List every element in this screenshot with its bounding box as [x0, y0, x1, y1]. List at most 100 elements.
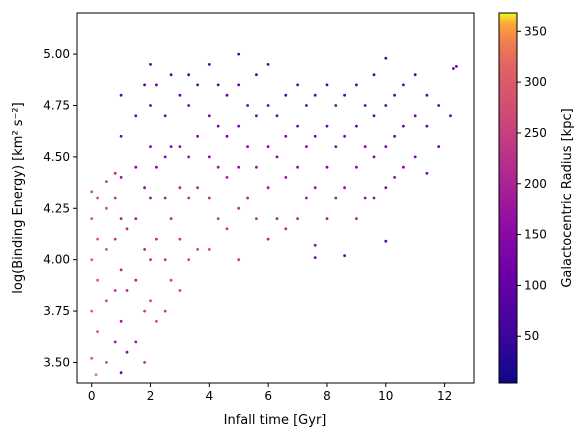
data-point	[325, 217, 329, 221]
data-point	[105, 180, 108, 184]
y-tick-label: 4.50	[43, 150, 70, 164]
data-point	[305, 145, 308, 149]
x-tick-label: 10	[378, 389, 393, 403]
data-point	[96, 330, 99, 333]
data-point	[134, 340, 138, 344]
y-tick-label: 4.25	[43, 201, 70, 215]
data-point	[105, 299, 108, 303]
data-point	[363, 145, 367, 149]
data-point	[296, 217, 299, 221]
data-point	[178, 237, 182, 241]
data-point	[187, 155, 191, 159]
x-tick-label: 0	[88, 389, 96, 403]
data-point	[413, 73, 417, 77]
data-point	[246, 196, 250, 200]
data-point	[113, 289, 117, 292]
data-point	[384, 56, 388, 60]
data-point	[225, 93, 229, 97]
data-point	[149, 63, 152, 66]
data-point	[393, 176, 396, 179]
data-point	[187, 73, 191, 77]
data-point	[313, 243, 317, 247]
data-point	[452, 67, 455, 70]
data-point	[296, 124, 299, 128]
data-point	[372, 155, 376, 159]
data-point	[384, 186, 388, 190]
data-point	[216, 83, 220, 87]
data-point	[169, 278, 173, 282]
data-points	[90, 52, 458, 377]
x-tick-label: 2	[147, 389, 155, 403]
data-point	[425, 124, 429, 128]
data-point	[413, 114, 417, 118]
data-point	[125, 227, 129, 231]
data-point	[196, 186, 200, 190]
data-point	[246, 104, 250, 107]
data-point	[266, 237, 270, 241]
data-point	[143, 83, 147, 87]
data-point	[343, 93, 346, 97]
data-point	[449, 114, 452, 118]
data-point	[355, 83, 358, 87]
colorbar-tick-label: 250	[524, 126, 547, 140]
data-point	[402, 83, 405, 87]
data-point	[237, 124, 241, 128]
data-point	[143, 186, 147, 190]
data-point	[113, 171, 117, 175]
data-point	[266, 186, 270, 190]
data-point	[113, 196, 117, 200]
data-point	[275, 155, 279, 159]
data-point	[134, 217, 138, 221]
data-point	[105, 248, 108, 251]
data-point	[119, 268, 123, 272]
data-point	[343, 186, 346, 190]
data-point	[113, 340, 117, 344]
data-point	[355, 217, 358, 221]
data-point	[119, 319, 123, 323]
data-point	[169, 217, 173, 221]
data-point	[207, 155, 211, 159]
data-point	[143, 309, 147, 313]
data-point	[275, 217, 279, 221]
colorbar-tick-label: 100	[524, 278, 547, 292]
colorbar-label: Galactocentric Radius [kpc]	[560, 108, 575, 287]
data-point	[363, 196, 367, 200]
data-point	[372, 73, 376, 77]
data-point	[425, 171, 429, 175]
data-point	[90, 190, 94, 194]
data-point	[163, 196, 167, 200]
data-point	[119, 134, 123, 138]
data-point	[413, 155, 417, 159]
data-point	[149, 299, 152, 303]
data-point	[155, 319, 158, 323]
data-point	[149, 145, 152, 149]
colorbar-tick-label: 300	[524, 75, 547, 89]
colorbar	[498, 12, 518, 384]
data-point	[334, 145, 338, 149]
data-point	[343, 134, 346, 138]
data-point	[119, 176, 123, 179]
data-point	[216, 124, 220, 128]
x-tick-label: 12	[437, 389, 452, 403]
data-point	[225, 134, 229, 138]
data-point	[266, 145, 270, 149]
data-point	[163, 309, 167, 313]
colorbar-tick-label: 350	[524, 24, 547, 38]
y-tick-label: 5.00	[43, 47, 70, 61]
data-point	[187, 104, 191, 107]
data-point	[216, 165, 220, 169]
y-tick-label: 4.75	[43, 99, 70, 113]
data-point	[105, 361, 108, 364]
data-point	[372, 196, 376, 200]
data-point	[437, 104, 441, 107]
data-point	[163, 258, 167, 262]
x-axis-label: Infall time [Gyr]	[224, 413, 327, 428]
data-point	[384, 104, 388, 107]
data-point	[178, 145, 182, 149]
data-point	[402, 124, 405, 128]
y-tick-label: 3.75	[43, 304, 70, 318]
x-tick-label: 4	[206, 389, 214, 403]
data-point	[355, 124, 358, 128]
data-point	[393, 134, 396, 138]
